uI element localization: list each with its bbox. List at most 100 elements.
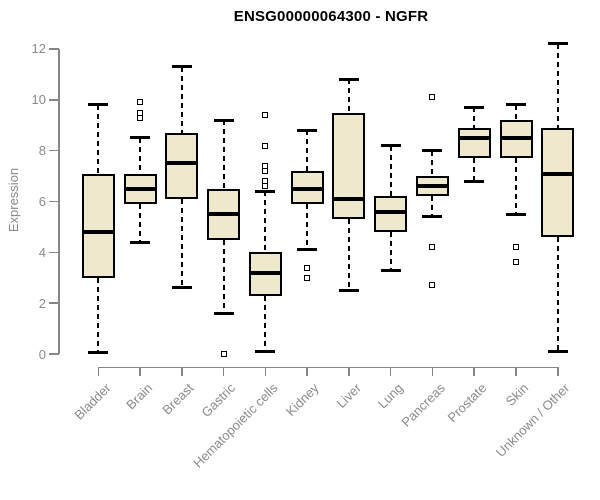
median-line — [374, 209, 408, 214]
median-line — [123, 186, 157, 191]
whisker-upper — [347, 79, 350, 113]
x-tick — [473, 368, 475, 376]
whisker-upper — [306, 130, 309, 171]
outlier-point — [220, 351, 227, 357]
whisker-lower — [222, 239, 225, 314]
whisker-cap-top — [422, 149, 443, 153]
x-tick — [348, 368, 350, 376]
whisker-upper — [431, 150, 434, 177]
box — [332, 112, 366, 220]
whisker-lower — [347, 219, 350, 291]
whisker-lower — [556, 237, 559, 352]
whisker-cap-bottom — [422, 215, 443, 219]
x-tick-label: Skin — [502, 380, 531, 409]
y-tick-label: 0 — [38, 346, 46, 362]
whisker-cap-bottom — [171, 286, 192, 290]
whisker-upper — [473, 107, 476, 128]
median-line — [415, 184, 449, 189]
y-tick — [49, 353, 59, 355]
whisker-upper — [97, 104, 100, 174]
outlier-point — [513, 259, 519, 266]
outlier-point — [137, 114, 144, 121]
whisker-cap-top — [255, 189, 276, 193]
whisker-cap-top — [547, 42, 568, 46]
median-line — [81, 229, 115, 234]
whisker-lower — [264, 295, 267, 352]
whisker-cap-bottom — [213, 311, 234, 315]
outlier-point — [304, 274, 311, 281]
x-tick — [557, 368, 559, 376]
whisker-upper — [264, 191, 267, 253]
x-tick-label: Pancreas — [397, 380, 448, 430]
x-tick — [515, 368, 517, 376]
whisker-cap-top — [338, 77, 359, 81]
whisker-cap-top — [88, 103, 109, 107]
x-tick-label: Bladder — [70, 380, 114, 423]
x-tick-label: Hematopoietic cells — [189, 380, 281, 471]
x-tick-label: Lung — [374, 380, 406, 412]
whisker-cap-bottom — [506, 212, 526, 216]
box — [81, 173, 115, 278]
x-tick — [306, 368, 308, 376]
median-line — [499, 135, 533, 140]
whisker-lower — [473, 158, 476, 182]
y-tick-label: 10 — [31, 92, 46, 108]
whisker-upper — [515, 104, 517, 121]
whisker-upper — [556, 43, 559, 128]
whisker-cap-bottom — [547, 349, 568, 353]
median-line — [248, 270, 282, 275]
x-tick-label: Brain — [122, 380, 155, 413]
whisker-lower — [139, 204, 142, 243]
y-tick — [49, 302, 59, 304]
whisker-cap-bottom — [255, 349, 276, 353]
whisker-lower — [180, 198, 183, 288]
y-tick-label: 6 — [38, 193, 46, 209]
whisker-cap-top — [130, 136, 151, 140]
median-line — [457, 135, 491, 140]
whisker-cap-top — [506, 103, 526, 107]
x-axis-line — [97, 366, 559, 369]
box — [541, 127, 575, 238]
y-tick — [49, 149, 59, 152]
x-tick-label: Breast — [159, 380, 197, 418]
whisker-upper — [139, 137, 142, 174]
outlier-point — [429, 282, 436, 289]
x-tick — [389, 368, 392, 376]
median-line — [207, 212, 241, 217]
x-tick — [139, 368, 141, 376]
whisker-cap-bottom — [464, 179, 485, 183]
y-tick-label: 2 — [38, 295, 46, 311]
x-tick — [264, 368, 267, 376]
outlier-point — [429, 244, 436, 251]
y-axis-line — [58, 48, 60, 354]
whisker-cap-top — [213, 118, 234, 122]
whisker-cap-top — [171, 65, 192, 69]
x-tick-label: Liver — [333, 380, 364, 411]
x-tick — [97, 368, 100, 376]
x-tick — [431, 368, 434, 376]
outlier-point — [262, 183, 269, 190]
whisker-lower — [431, 196, 434, 217]
x-tick-label: Prostate — [444, 380, 490, 426]
whisker-cap-bottom — [380, 268, 401, 272]
y-tick — [49, 99, 59, 101]
outlier-point — [262, 167, 269, 174]
median-line — [290, 186, 324, 191]
x-tick-label: Kidney — [283, 380, 323, 420]
x-tick-label: Gastric — [198, 380, 239, 421]
whisker-cap-bottom — [297, 248, 318, 252]
y-tick — [49, 48, 59, 50]
whisker-lower — [97, 277, 100, 353]
median-line — [165, 161, 199, 166]
box — [457, 127, 491, 159]
y-tick-label: 8 — [38, 143, 46, 159]
x-tick-label: Unknown / Other — [493, 380, 573, 460]
outlier-point — [137, 99, 144, 106]
median-line — [332, 196, 366, 201]
outlier-point — [513, 244, 519, 251]
whisker-cap-bottom — [130, 240, 151, 244]
median-line — [541, 171, 575, 176]
outlier-point — [262, 112, 269, 119]
x-tick — [181, 368, 183, 376]
whisker-lower — [515, 158, 517, 215]
